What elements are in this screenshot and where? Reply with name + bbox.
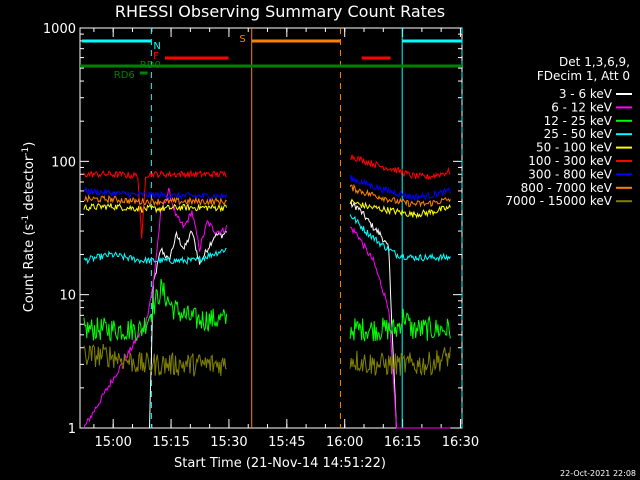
series-line xyxy=(349,308,451,342)
y-tick-label: 1 xyxy=(68,422,76,437)
legend-header-decimation: FDecim 1, Att 0 xyxy=(537,69,630,83)
y-tick-label: 100 xyxy=(51,155,76,170)
series-line xyxy=(83,187,228,429)
legend-entry-label: 3 - 6 keV xyxy=(559,87,613,101)
legend-header-detectors: Det 1,3,6,9, xyxy=(559,55,630,69)
y-axis-label-end: ) xyxy=(22,142,37,147)
series-line xyxy=(83,344,227,377)
legend-entry-label: 25 - 50 keV xyxy=(544,127,613,141)
plot-area: 1 10 100 1000 15:00 15:15 15:30 15:45 16:00 16:15… xyxy=(43,22,479,450)
series-line xyxy=(350,226,451,429)
series-line xyxy=(350,198,451,219)
legend-entry-label: 12 - 25 keV xyxy=(544,114,613,128)
series-line xyxy=(83,194,227,207)
y-axis-label-sup1: -1 xyxy=(21,215,31,224)
y-tick-label: 1000 xyxy=(43,22,76,37)
x-axis-label: Start Time (21-Nov-14 14:51:22) xyxy=(174,456,386,471)
legend-entry-label: 300 - 800 keV xyxy=(528,167,612,181)
status-bar-label: RD6 xyxy=(114,70,135,81)
legend: Det 1,3,6,9, FDecim 1, Att 0 3 - 6 keV6 … xyxy=(505,55,632,208)
x-tick-label: 15:30 xyxy=(210,435,247,450)
legend-entry-label: 7000 - 15000 keV xyxy=(505,194,612,208)
series-line xyxy=(83,247,227,266)
legend-entry-label: 6 - 12 keV xyxy=(551,100,613,114)
series-line xyxy=(349,214,451,263)
x-tick-label: 15:00 xyxy=(94,435,131,450)
status-bar-label: N xyxy=(153,41,160,52)
y-axis-label-mid: detector xyxy=(22,155,37,215)
x-tick-label: 16:30 xyxy=(442,435,479,450)
series-line xyxy=(349,174,451,202)
y-axis-label-sup2: -1 xyxy=(21,147,31,156)
x-tick-label: 16:00 xyxy=(326,435,363,450)
y-axis-label: Count Rate (s-1 detector-1) xyxy=(21,142,37,313)
legend-entry-label: 800 - 7000 keV xyxy=(521,181,613,195)
series-line xyxy=(349,346,451,377)
series-line xyxy=(349,183,451,208)
y-axis-label-main: Count Rate (s xyxy=(22,224,37,313)
status-bar-label: RD0 xyxy=(140,60,161,71)
status-bar-label: S xyxy=(239,34,245,45)
series-line xyxy=(83,203,228,214)
series-line xyxy=(83,278,228,342)
y-tick-label: 10 xyxy=(59,289,76,304)
legend-entry-label: 100 - 300 keV xyxy=(528,154,612,168)
footer-date: 22-Oct-2021 22:08 xyxy=(560,469,636,478)
chart-title: RHESSI Observing Summary Count Rates xyxy=(115,2,445,21)
x-tick-label: 15:15 xyxy=(152,435,189,450)
series-line xyxy=(83,185,228,201)
series-line xyxy=(83,169,227,239)
legend-entry-label: 50 - 100 keV xyxy=(536,141,613,155)
status-bar-label: F xyxy=(153,51,159,62)
x-tick-label: 16:15 xyxy=(384,435,421,450)
x-tick-label: 15:45 xyxy=(268,435,305,450)
series-line xyxy=(349,154,451,181)
